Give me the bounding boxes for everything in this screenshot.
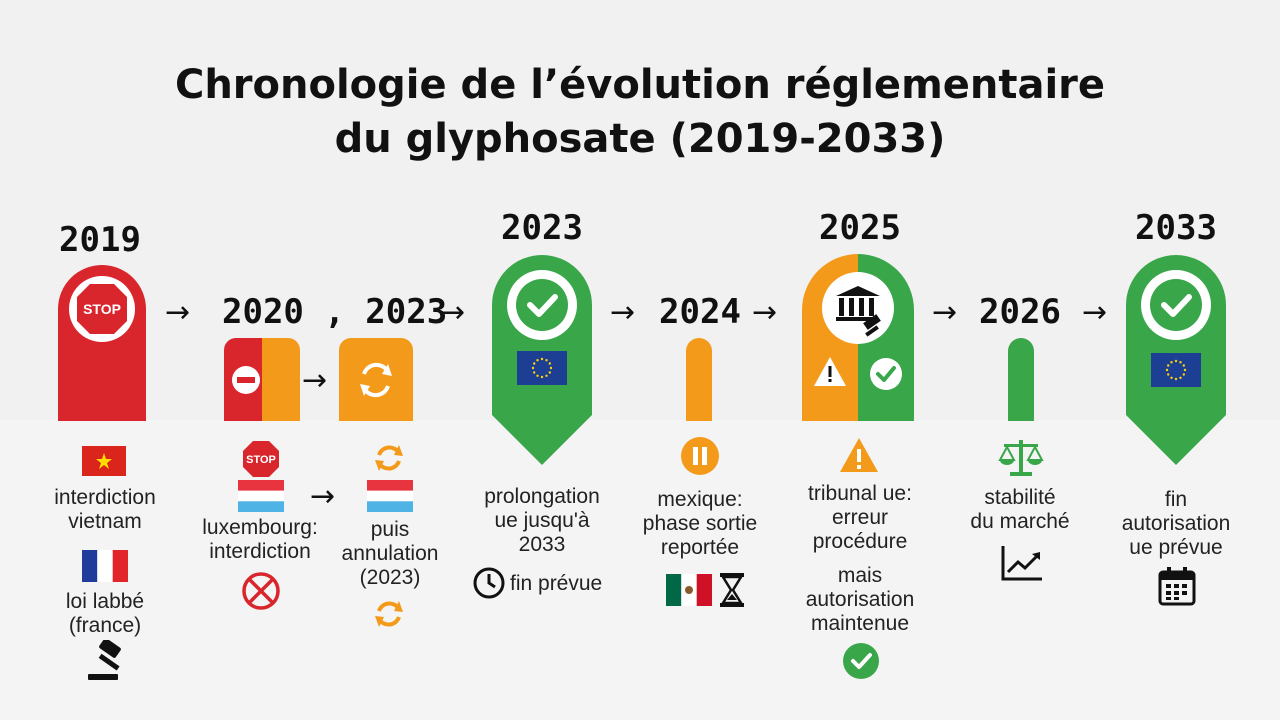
marker-2023-orange-small: [339, 338, 413, 421]
scales-icon: [998, 440, 1044, 476]
mexico-flag: [666, 574, 712, 606]
label-vietnam: interdiction vietnam: [54, 486, 156, 533]
label-luxembourg: luxembourg: interdiction: [202, 516, 318, 563]
cancel-x-icon: [242, 572, 280, 610]
label-tribunal: tribunal ue: erreur procédure: [808, 482, 912, 553]
label-prolongation: prolongation ue jusqu'à 2033: [484, 485, 600, 556]
year-2023: 2023: [501, 208, 583, 248]
page-title: Chronologie de l’évolution réglementaire…: [0, 58, 1280, 166]
label-annulation: puis annulation (2023): [341, 518, 439, 589]
pause-icon: [681, 437, 719, 475]
year-2025: 2025: [819, 208, 901, 248]
title-line-1: Chronologie de l’évolution réglementaire: [174, 62, 1106, 108]
marker-2033-green: [1126, 255, 1226, 465]
refresh-icon: [375, 445, 403, 471]
vietnam-flag: [82, 446, 126, 476]
marker-2024-orange: [686, 338, 712, 421]
label-stabilite: stabilité du marché: [970, 486, 1070, 533]
label-fin-autorisation: fin autorisation ue prévue: [1121, 488, 1231, 559]
label-france: loi labbé (france): [65, 590, 145, 637]
marker-2020-split: [224, 338, 300, 421]
stop-sign-text-lux: STOP: [246, 454, 276, 466]
gavel-icon: [88, 640, 121, 680]
lower-band: [0, 420, 1280, 720]
label-mexique: mexique: phase sortie reportée: [642, 488, 758, 559]
refresh-icon-2: [375, 601, 403, 627]
label-fin-prevue: fin prévue: [510, 572, 603, 595]
marker-2023-green: [492, 255, 592, 465]
luxembourg-flag-2: [367, 480, 413, 512]
year-2026: 2026: [979, 292, 1061, 332]
arrow-1: →: [165, 295, 191, 330]
year-2019: 2019: [59, 220, 141, 260]
arrow-5: →: [932, 295, 958, 330]
arrow-4: →: [752, 295, 778, 330]
arrow-2: →: [440, 295, 466, 330]
hourglass-icon: [720, 573, 744, 607]
calendar-icon: [1158, 567, 1196, 606]
label-maintenue: mais autorisation maintenue: [805, 564, 915, 635]
check-icon: [843, 643, 879, 679]
warning-icon: [840, 438, 878, 472]
stop-sign-text-2019: STOP: [83, 301, 121, 317]
arrow-6: →: [1082, 295, 1108, 330]
marker-2026-green: [1008, 338, 1034, 421]
luxembourg-flag: [238, 480, 284, 512]
stop-sign-icon: STOP: [243, 441, 279, 477]
arrow-3: →: [610, 295, 636, 330]
year-2033: 2033: [1135, 208, 1217, 248]
title-line-2: du glyphosate (2019-2033): [334, 116, 946, 162]
year-2020-2023: 2020 , 2023: [222, 292, 448, 332]
marker-2025-split: [802, 254, 914, 421]
year-2024: 2024: [659, 292, 741, 332]
france-flag: [82, 550, 128, 582]
arrow-2020-mid: →: [302, 363, 328, 398]
marker-2019-red: STOP: [58, 265, 146, 421]
arrow-2020-lower: →: [310, 479, 336, 514]
clock-icon: [473, 567, 505, 599]
chart-up-icon: [1001, 546, 1042, 581]
